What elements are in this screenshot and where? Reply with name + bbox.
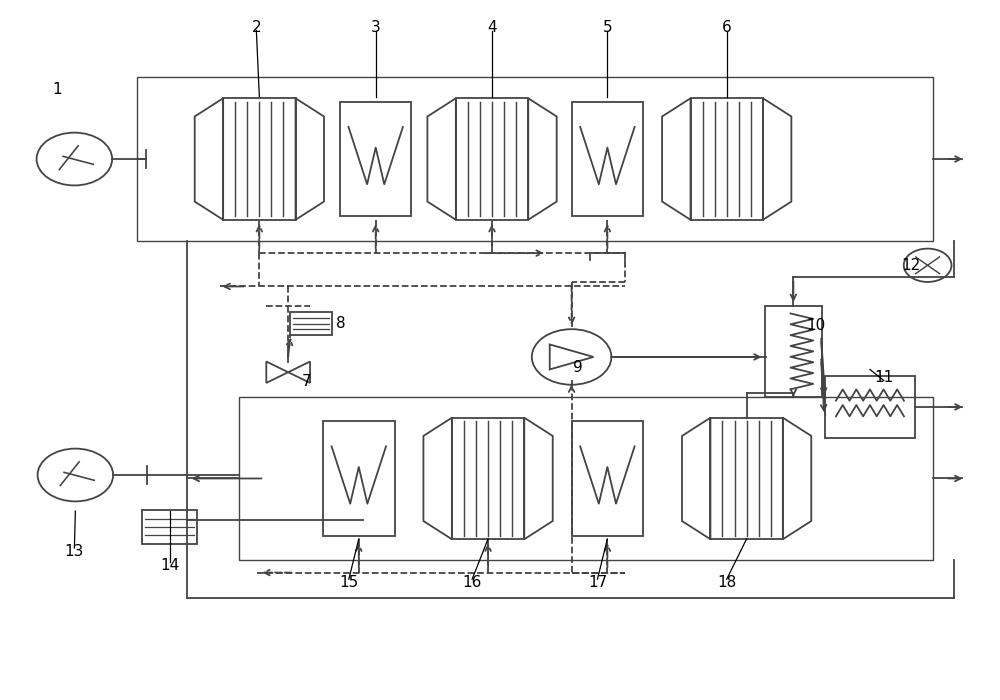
Bar: [572, 102, 643, 216]
Text: 10: 10: [807, 318, 826, 333]
Bar: [142, 510, 197, 544]
Text: 18: 18: [717, 575, 736, 590]
Text: 5: 5: [603, 20, 612, 34]
Bar: [290, 312, 332, 335]
Text: 15: 15: [339, 575, 358, 590]
Text: 13: 13: [65, 544, 84, 559]
Text: 16: 16: [462, 575, 482, 590]
Bar: [452, 418, 524, 539]
Bar: [825, 376, 915, 438]
Bar: [137, 78, 933, 241]
Bar: [223, 98, 296, 220]
Text: 8: 8: [336, 316, 346, 331]
Text: 12: 12: [901, 258, 920, 273]
Bar: [691, 98, 763, 220]
Bar: [239, 397, 933, 560]
Bar: [710, 418, 783, 539]
Text: 9: 9: [573, 360, 582, 375]
Bar: [323, 421, 395, 536]
Text: 11: 11: [874, 370, 893, 385]
Text: 3: 3: [371, 20, 381, 34]
Text: 6: 6: [722, 20, 732, 34]
Bar: [572, 421, 643, 536]
Bar: [765, 306, 822, 396]
Text: 17: 17: [588, 575, 607, 590]
Text: 14: 14: [160, 558, 179, 573]
Text: 2: 2: [252, 20, 261, 34]
Bar: [340, 102, 411, 216]
Bar: [456, 98, 528, 220]
Text: 1: 1: [53, 82, 62, 97]
Text: 4: 4: [487, 20, 497, 34]
Text: 7: 7: [301, 374, 311, 388]
